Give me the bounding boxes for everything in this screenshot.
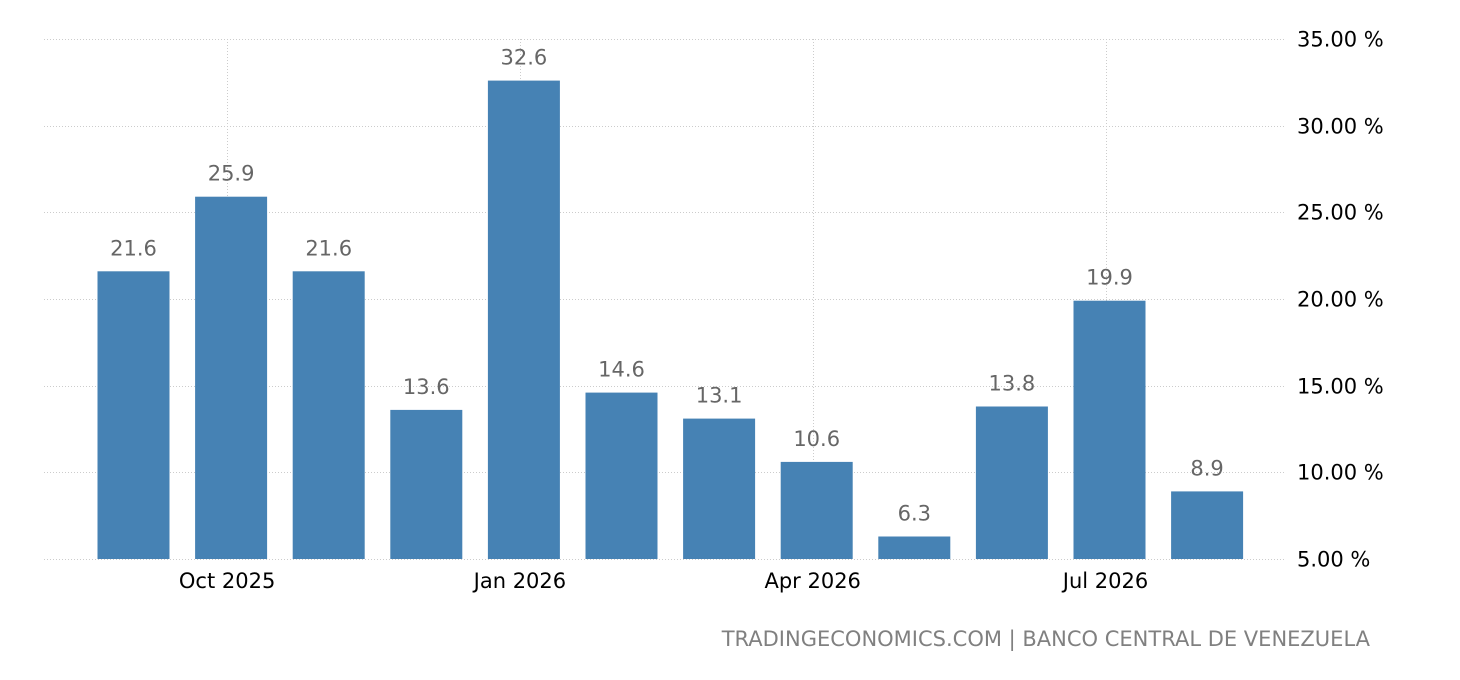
- data-label: 19.9: [1086, 266, 1133, 290]
- x-tick-label: Oct 2025: [179, 569, 275, 593]
- data-label: 10.6: [793, 427, 840, 451]
- y-tick-label: 5.00 %: [1297, 548, 1370, 572]
- bar-mar-2026: [683, 418, 756, 559]
- data-label: 13.6: [403, 375, 450, 399]
- data-label: 13.1: [696, 384, 743, 408]
- x-tick-label: Apr 2026: [764, 569, 860, 593]
- bar-jul-2026: [1073, 300, 1146, 559]
- data-label: 21.6: [110, 236, 157, 260]
- x-tick-label: Jan 2026: [472, 569, 567, 593]
- data-label: 8.9: [1190, 456, 1223, 480]
- bar-feb-2026: [585, 392, 658, 559]
- bar-oct-2025: [195, 196, 268, 559]
- data-label: 14.6: [598, 358, 645, 382]
- bar-may-2026: [878, 536, 951, 559]
- x-tick-label: Jul 2026: [1061, 569, 1148, 593]
- bar-nov-2025: [292, 271, 365, 559]
- data-label: 32.6: [501, 46, 548, 70]
- bar-jun-2026: [975, 406, 1048, 559]
- y-tick-label: 20.00 %: [1297, 288, 1384, 312]
- source-credit: TRADINGECONOMICS.COM | BANCO CENTRAL DE …: [721, 627, 1370, 651]
- data-label: 6.3: [898, 502, 931, 526]
- data-label: 21.6: [305, 236, 352, 260]
- bar-apr-2026: [780, 461, 853, 559]
- y-tick-label: 10.00 %: [1297, 461, 1384, 485]
- data-label: 13.8: [989, 372, 1036, 396]
- y-tick-label: 25.00 %: [1297, 201, 1384, 225]
- data-label: 25.9: [208, 162, 255, 186]
- bar-dec-2025: [390, 409, 463, 559]
- bar-aug-2026: [1171, 491, 1244, 559]
- bar-sep-2025: [97, 271, 170, 559]
- y-tick-label: 15.00 %: [1297, 375, 1384, 399]
- y-tick-label: 30.00 %: [1297, 115, 1384, 139]
- y-tick-label: 35.00 %: [1297, 28, 1384, 52]
- bar-jan-2026: [487, 80, 560, 559]
